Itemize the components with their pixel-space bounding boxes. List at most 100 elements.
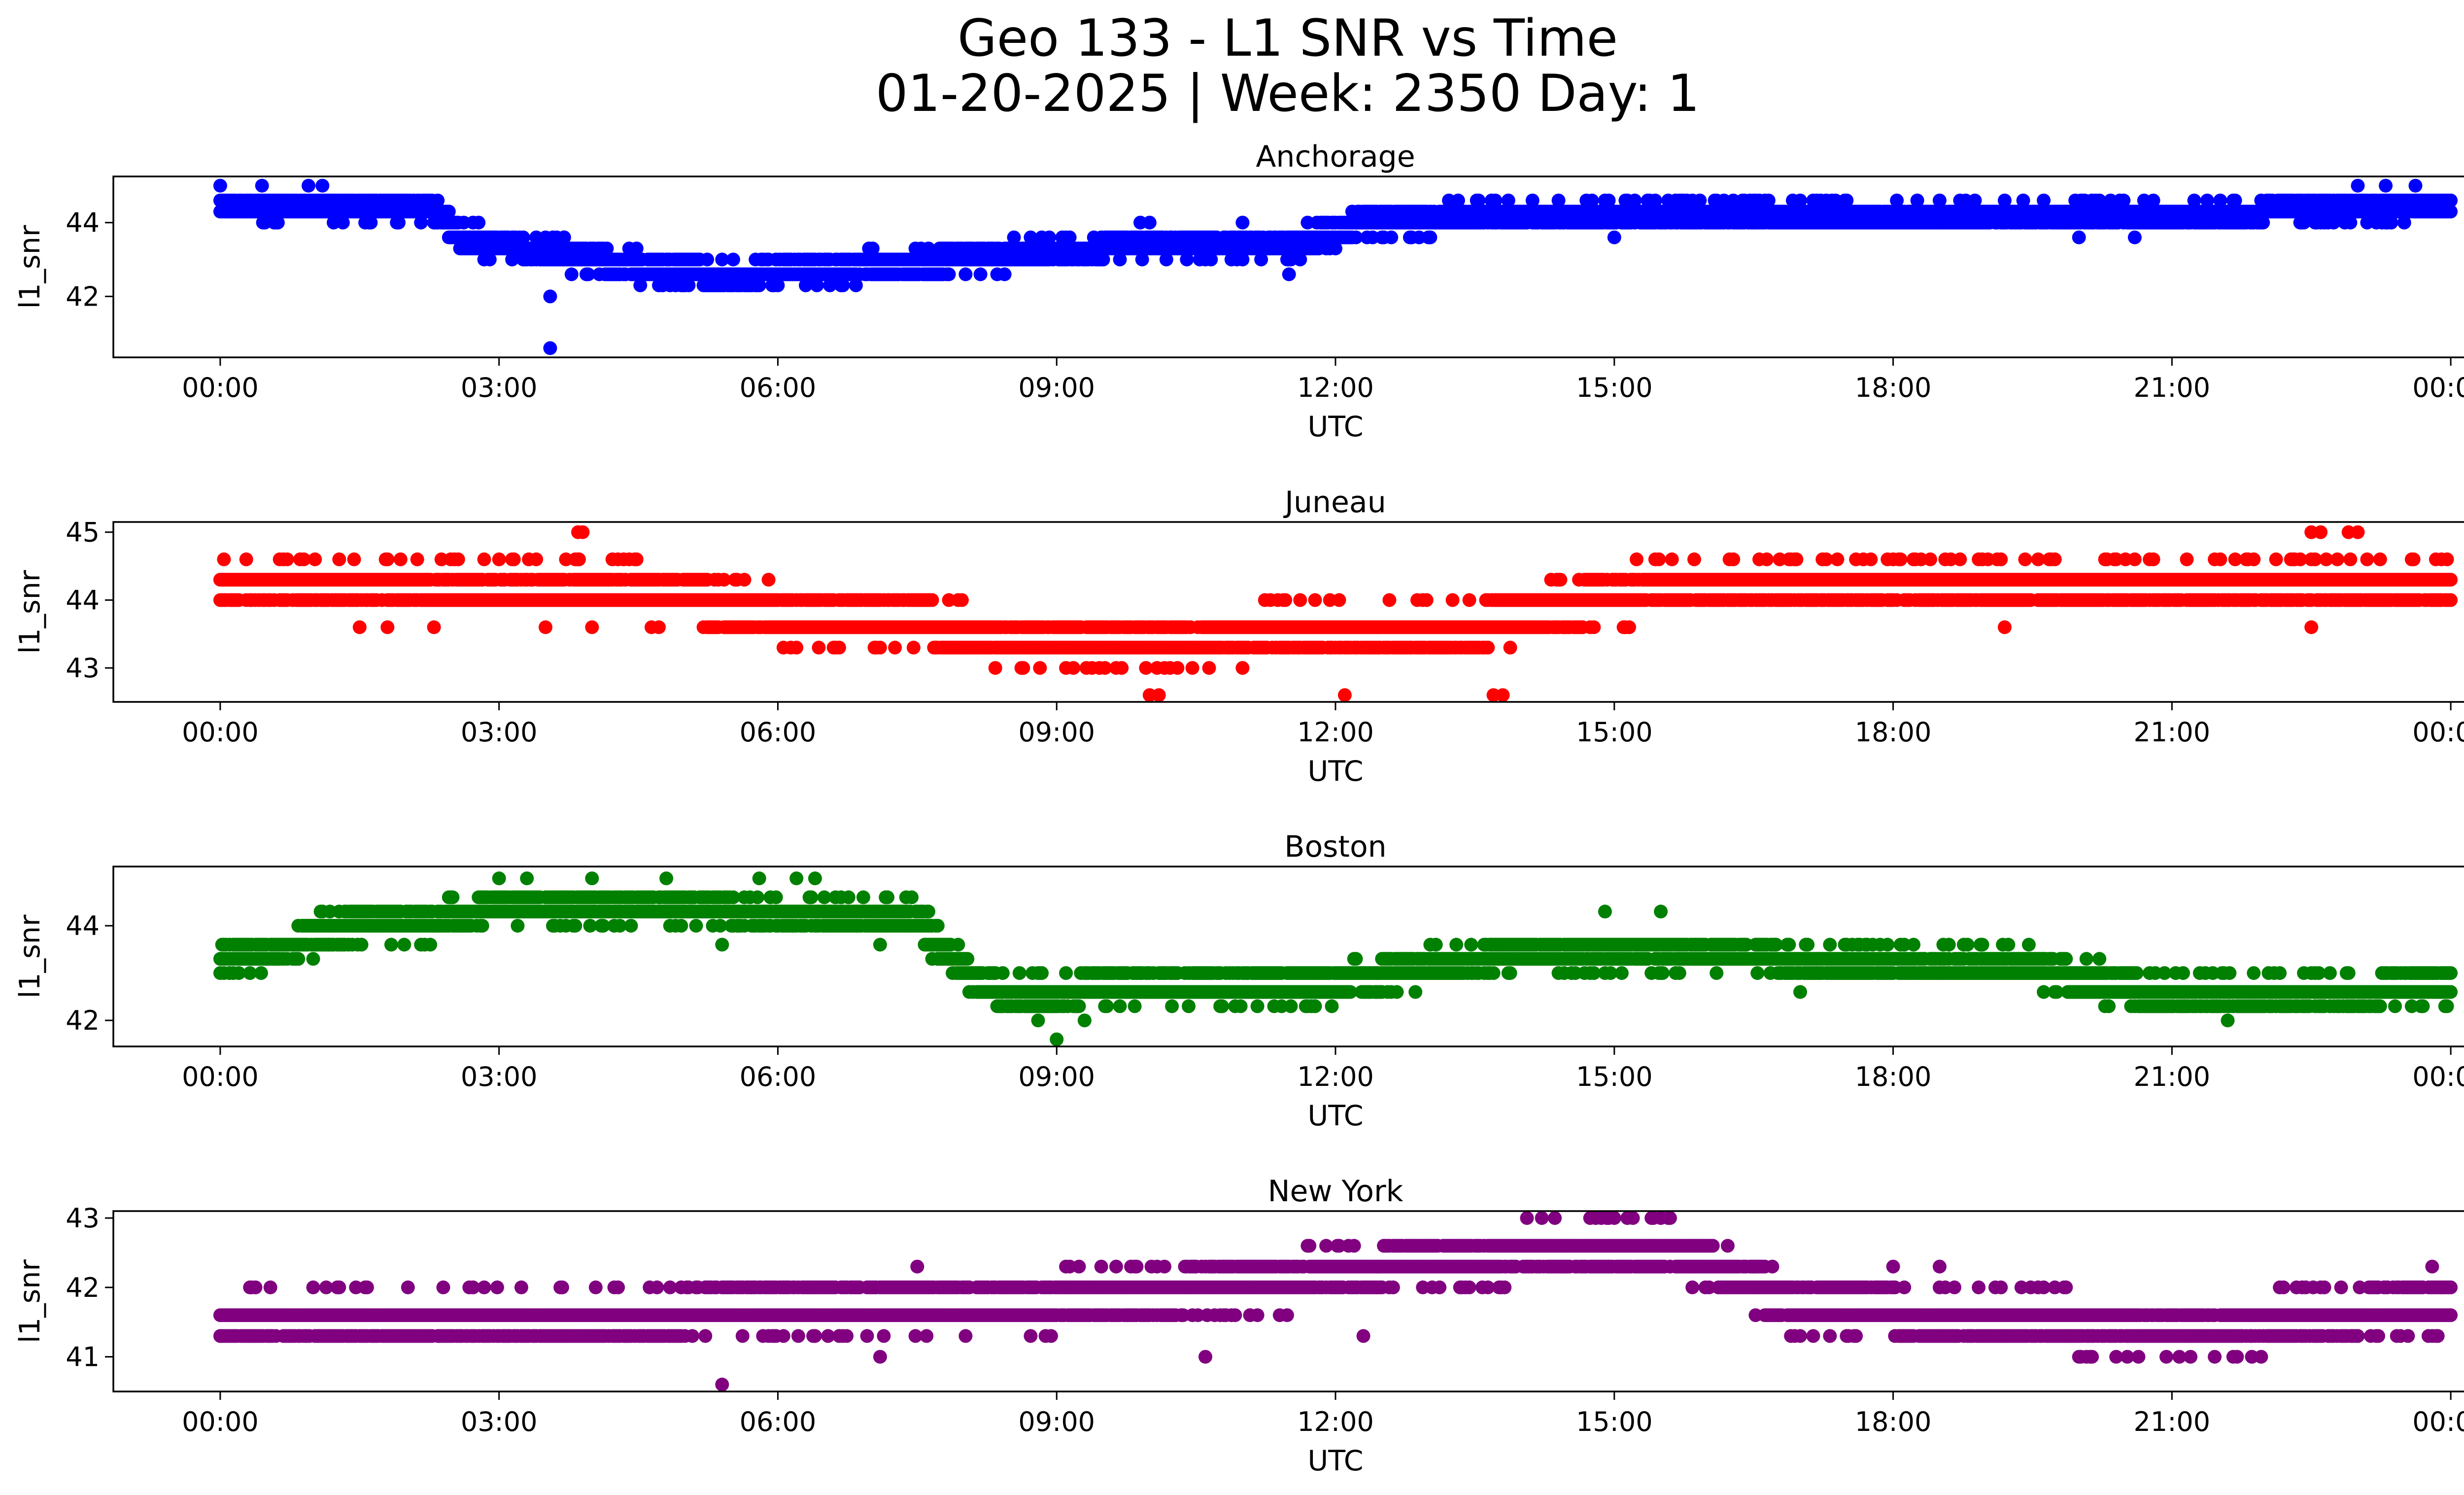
data-point <box>2351 525 2365 539</box>
data-point <box>2360 552 2374 566</box>
data-point <box>1997 620 2012 634</box>
data-point <box>1096 252 1110 267</box>
data-point <box>2444 573 2458 587</box>
data-point <box>929 640 943 655</box>
data-point <box>2440 552 2454 566</box>
data-point <box>1652 552 1666 566</box>
data-point <box>543 341 557 355</box>
data-point <box>1016 661 1030 675</box>
data-point <box>271 215 285 230</box>
data-point <box>217 552 231 566</box>
data-point <box>2127 230 2142 244</box>
data-point <box>410 552 424 566</box>
data-point <box>888 640 902 655</box>
juneau-x-axis-label: UTC <box>1308 755 1364 788</box>
data-point <box>1687 552 1701 566</box>
data-point <box>1278 593 1293 607</box>
x-tick-label: 09:00 <box>1018 717 1095 748</box>
data-point <box>1587 620 1601 634</box>
data-point <box>472 215 486 230</box>
anchorage-y-axis-label: l1_snr <box>14 225 46 309</box>
data-point <box>2444 593 2458 607</box>
data-point <box>585 620 599 634</box>
data-point <box>906 640 921 655</box>
x-tick-label: 18:00 <box>1855 372 1932 403</box>
data-point <box>1726 552 1741 566</box>
data-point <box>529 552 544 566</box>
data-point <box>1382 593 1397 607</box>
y-tick-label: 45 <box>66 517 100 548</box>
x-tick-label: 15:00 <box>1576 717 1653 748</box>
x-tick-label: 03:00 <box>461 717 538 748</box>
data-point <box>1893 552 1908 566</box>
data-point <box>1235 661 1250 675</box>
data-point <box>726 252 740 267</box>
data-point <box>789 640 804 655</box>
data-point <box>1282 267 1296 281</box>
data-point <box>1024 230 1038 244</box>
data-point <box>332 552 346 566</box>
data-point <box>380 620 395 634</box>
data-point <box>1235 215 1250 230</box>
data-point <box>2304 620 2319 634</box>
juneau-points <box>213 525 2458 702</box>
data-point <box>1293 593 1307 607</box>
data-point <box>1864 552 1878 566</box>
data-point <box>1923 552 1937 566</box>
data-point <box>988 661 1002 675</box>
data-point <box>1204 252 1218 267</box>
data-point <box>2343 552 2358 566</box>
data-point <box>633 278 648 292</box>
data-point <box>629 552 644 566</box>
data-point <box>1789 552 1804 566</box>
data-point <box>492 552 506 566</box>
data-point <box>1953 552 1967 566</box>
data-point <box>1445 593 1460 607</box>
data-point <box>336 215 350 230</box>
x-tick-label: 00:00 <box>182 372 259 403</box>
x-tick-label: 00:00 <box>2412 372 2464 403</box>
data-point <box>1042 230 1057 244</box>
data-point <box>291 952 306 966</box>
data-point <box>1503 640 1517 655</box>
data-point <box>581 267 595 281</box>
data-point <box>600 242 614 256</box>
data-point <box>652 620 666 634</box>
data-point <box>451 552 465 566</box>
data-point <box>2408 178 2423 193</box>
data-point <box>2247 552 2261 566</box>
data-point <box>2072 230 2086 244</box>
data-point <box>2444 205 2458 219</box>
data-point <box>392 215 406 230</box>
data-point <box>955 593 969 607</box>
data-point <box>1760 552 1774 566</box>
data-point <box>2314 525 2328 539</box>
data-point <box>1185 661 1199 675</box>
data-point <box>1066 661 1081 675</box>
data-point <box>393 552 408 566</box>
data-point <box>1421 230 1436 244</box>
data-point <box>2180 552 2194 566</box>
data-point <box>1180 252 1194 267</box>
data-point <box>812 640 826 655</box>
data-point <box>1062 230 1077 244</box>
data-point <box>364 215 378 230</box>
x-tick-label: 21:00 <box>2134 717 2211 748</box>
data-point <box>925 593 939 607</box>
data-point <box>505 252 519 267</box>
data-point <box>1384 230 1399 244</box>
data-point <box>2351 178 2365 193</box>
x-tick-label: 12:00 <box>1297 717 1374 748</box>
y-tick-label: 44 <box>66 208 100 239</box>
anchorage-x-axis-label: UTC <box>1308 411 1364 443</box>
data-point <box>1419 593 1434 607</box>
data-point <box>431 193 445 208</box>
x-tick-label: 06:00 <box>740 372 817 403</box>
y-tick-label: 42 <box>66 281 100 312</box>
chart-title: Geo 133 - L1 SNR vs Time <box>958 9 1618 68</box>
data-point <box>2406 552 2421 566</box>
data-point <box>442 205 456 219</box>
x-tick-label: 00:00 <box>182 717 259 748</box>
